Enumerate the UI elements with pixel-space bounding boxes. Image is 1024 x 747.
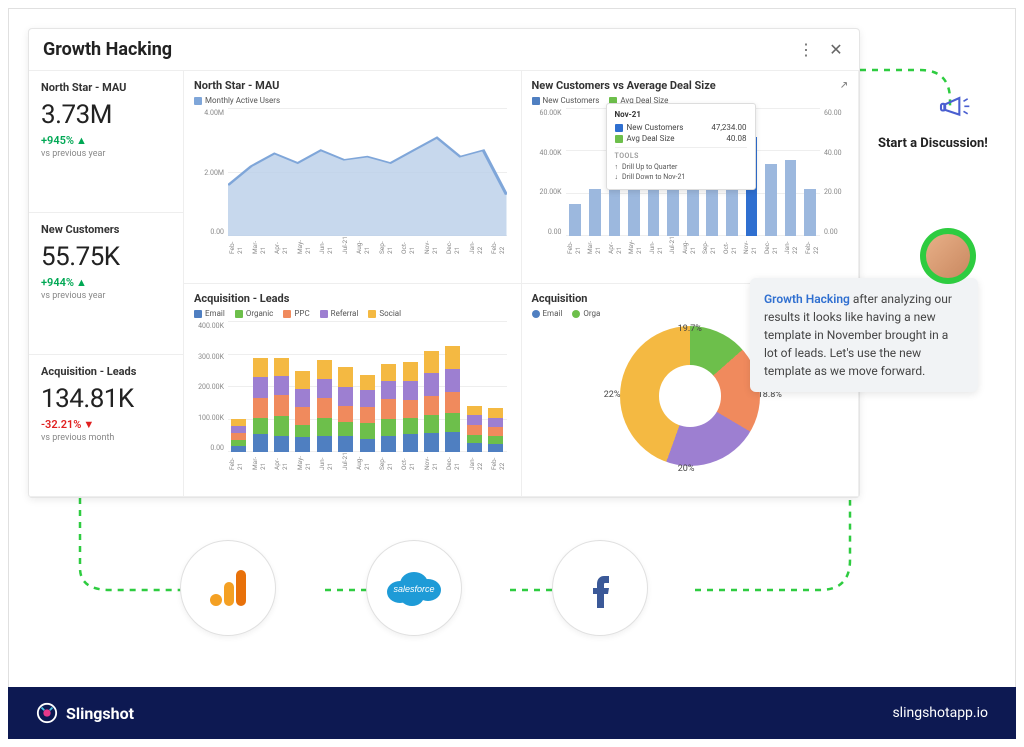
legend-item: Social [368, 309, 401, 318]
integration-google-analytics[interactable] [180, 540, 276, 636]
kpi-value: 55.75K [41, 242, 171, 272]
kpi-value: 134.81K [41, 384, 171, 414]
tool-row[interactable]: ↑Drill Up to Quarter [615, 163, 747, 171]
kpi-value: 3.73M [41, 100, 171, 130]
chart-title: North Star - MAU [194, 79, 511, 92]
legend-item: Organic [235, 309, 274, 318]
kpi-card[interactable]: Acquisition - Leads 134.81K -32.21%▼ vs … [29, 355, 184, 497]
kpi-delta: +945%▲ [41, 134, 171, 147]
donut-label: 19.7% [678, 324, 702, 334]
footer-link[interactable]: slingshotapp.io [892, 705, 988, 721]
stacked-chart[interactable]: Acquisition - Leads Email Organic PPC Refer… [184, 284, 522, 497]
legend-item: Email [532, 309, 563, 318]
northstar-chart[interactable]: North Star - MAU Monthly Active Users 4.… [184, 71, 522, 284]
footer-brand: Slingshot [36, 702, 134, 724]
kpi-card[interactable]: North Star - MAU 3.73M +945%▲ vs previou… [29, 71, 184, 213]
integration-salesforce[interactable]: salesforce [366, 540, 462, 636]
footer: Slingshot slingshotapp.io [8, 687, 1016, 739]
kpi-sub: vs previous year [41, 291, 171, 301]
chart-title: New Customers vs Average Deal Size [532, 79, 849, 92]
expand-icon[interactable] [838, 79, 850, 91]
tools-header: TOOLS [615, 152, 747, 160]
kpi-sub: vs previous month [41, 433, 171, 443]
integration-row: salesforce [180, 540, 648, 636]
chart-title: Acquisition - Leads [194, 292, 511, 305]
kpi-sidebar: North Star - MAU 3.73M +945%▲ vs previou… [29, 71, 184, 497]
tooltip-row: New Customers47,234.00 [615, 123, 747, 132]
kpi-card[interactable]: New Customers 55.75K +944%▲ vs previous … [29, 213, 184, 355]
close-icon[interactable]: ✕ [827, 41, 845, 59]
donut-label: 22% [604, 390, 621, 400]
kpi-title: Acquisition - Leads [41, 365, 171, 378]
more-icon[interactable]: ⋮ [797, 41, 815, 59]
legend-item: Monthly Active Users [194, 96, 280, 105]
legend-item: Email [194, 309, 225, 318]
kpi-delta: -32.21%▼ [41, 418, 171, 431]
tooltip-title: Nov-21 [615, 110, 747, 119]
dashboard-card: Growth Hacking ⋮ ✕ North Star - MAU 3.73… [28, 28, 860, 498]
combo-chart[interactable]: New Customers vs Average Deal Size New C… [522, 71, 860, 284]
megaphone-icon [936, 88, 976, 128]
legend-item: New Customers [532, 96, 600, 105]
svg-text:salesforce: salesforce [393, 584, 434, 594]
tooltip-row: Avg Deal Size40.08 [615, 134, 747, 143]
legend-item: Referral [320, 309, 359, 318]
cta-text: Start a Discussion! [878, 136, 988, 151]
kpi-delta: +944%▲ [41, 276, 171, 289]
donut-label: 20% [678, 464, 695, 474]
kpi-title: New Customers [41, 223, 171, 236]
mention[interactable]: Growth Hacking [764, 292, 850, 306]
dashboard-title: Growth Hacking [43, 39, 172, 60]
brand-text: Slingshot [66, 704, 134, 723]
dashboard-header: Growth Hacking ⋮ ✕ [29, 29, 859, 71]
kpi-sub: vs previous year [41, 149, 171, 159]
tool-row[interactable]: ↓Drill Down to Nov-21 [615, 173, 747, 181]
chart-tooltip: Nov-21 New Customers47,234.00 Avg Deal Si… [606, 103, 756, 190]
legend-item: Orga [572, 309, 600, 318]
legend-item: PPC [283, 309, 309, 318]
slingshot-logo-icon [36, 702, 58, 724]
user-avatar[interactable] [920, 228, 976, 284]
kpi-title: North Star - MAU [41, 81, 171, 94]
comment-bubble: Growth Hacking after analyzing our resul… [750, 278, 978, 392]
integration-facebook[interactable] [552, 540, 648, 636]
